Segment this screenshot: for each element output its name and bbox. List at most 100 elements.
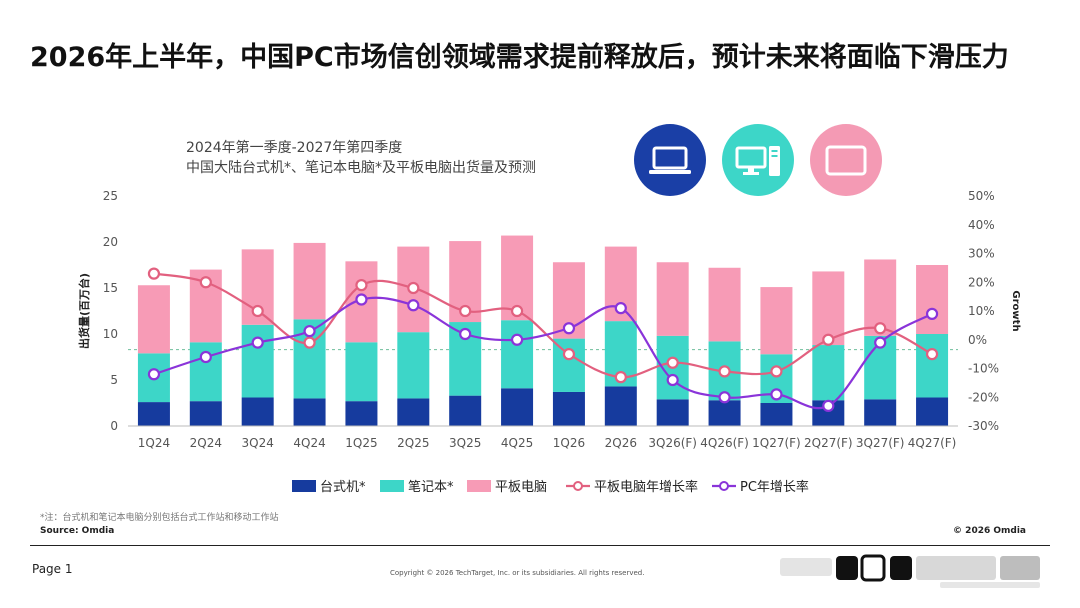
bar-segment [552, 391, 585, 426]
growth-point [666, 373, 679, 387]
footer-divider [30, 545, 1050, 546]
growth-line [153, 272, 933, 379]
bar-segment [656, 399, 689, 426]
growth-point [251, 304, 264, 318]
bar-segment [708, 400, 741, 426]
growth-point [666, 356, 679, 369]
x-tick-label: 2Q27(F) [804, 436, 853, 450]
growth-point [718, 391, 731, 404]
bar-segment [501, 320, 534, 389]
x-tick-label: 1Q26 [553, 436, 585, 450]
y2-tick-label: -10% [968, 362, 999, 376]
y-axis-label: 出货量(百万台) [77, 273, 91, 349]
bar-segment [137, 402, 170, 426]
x-tick-label: 1Q24 [138, 436, 170, 450]
bar-segment [708, 267, 741, 342]
bar-segment [812, 271, 845, 346]
footer-copyright: Copyright © 2026 TechTarget, Inc. or its… [390, 569, 645, 577]
y2-tick-label: 0% [968, 333, 987, 347]
bar-segment [760, 403, 793, 426]
legend-label: 台式机* [320, 480, 366, 495]
y2-tick-label: -30% [968, 419, 999, 433]
x-tick-label: 2Q26 [605, 436, 637, 450]
y2-tick-label: 40% [968, 218, 995, 232]
chart-title-line-1: 2024年第一季度-2027年第四季度 [186, 140, 403, 156]
growth-point [459, 304, 472, 318]
x-tick-label: 3Q25 [449, 436, 481, 450]
bar-segment [604, 386, 637, 426]
x-tick-label: 3Q24 [242, 436, 274, 450]
y2-tick-label: 10% [968, 304, 995, 318]
chart-title: 2024年第一季度-2027年第四季度 中国大陆台式机*、笔记本电脑*及平板电脑… [186, 138, 536, 178]
y-tick-label: 0 [110, 419, 118, 433]
legend-label: 平板电脑 [495, 480, 547, 495]
growth-point [614, 371, 627, 384]
x-tick-label: 2Q25 [397, 436, 429, 450]
growth-point [562, 322, 576, 335]
page-number: Page 1 [32, 562, 73, 576]
bar-segment [397, 398, 430, 426]
growth-point [147, 368, 161, 381]
tablet-icon [810, 124, 882, 196]
legend-swatch [380, 480, 404, 492]
growth-point [718, 365, 731, 378]
y2-tick-label: 30% [968, 247, 995, 261]
chart-copyright: © 2026 Omdia [953, 526, 1026, 536]
growth-point [925, 307, 939, 320]
y-tick-label: 10 [103, 327, 118, 341]
growth-point [770, 388, 783, 401]
y2-axis-label: Growth [1010, 290, 1021, 331]
y-tick-label: 15 [103, 281, 118, 295]
legend-marker [719, 481, 729, 491]
legend-swatch [292, 480, 316, 492]
footnote: *注：台式机和笔记本电脑分别包括台式工作站和移动工作站 [40, 513, 279, 523]
bar-segment [916, 334, 949, 398]
bar-segment [241, 324, 274, 398]
bar-segment [189, 401, 222, 426]
y-tick-label: 5 [110, 373, 118, 387]
growth-point [822, 399, 835, 412]
bar-segment [916, 265, 949, 334]
growth-point [510, 333, 524, 346]
desktop-icon [722, 124, 794, 196]
x-tick-label: 4Q24 [293, 436, 325, 450]
x-tick-label: 4Q26(F) [700, 436, 749, 450]
growth-point [355, 279, 368, 292]
bar-segment [501, 388, 534, 426]
growth-point [303, 325, 316, 338]
growth-point [199, 350, 212, 364]
x-tick-label: 1Q27(F) [752, 436, 801, 450]
bar-segment [293, 398, 326, 426]
growth-point [303, 336, 316, 349]
x-tick-label: 4Q25 [501, 436, 533, 450]
bar-segment [449, 395, 482, 426]
bar-segment [812, 345, 845, 401]
x-tick-label: 4Q27(F) [908, 436, 957, 450]
company-logo [780, 554, 1040, 588]
legend-swatch [467, 480, 491, 492]
growth-point [822, 333, 835, 346]
bar-segment [656, 262, 689, 336]
growth-point [510, 304, 524, 318]
bar-segment [345, 342, 378, 402]
growth-point [874, 322, 887, 335]
y-tick-label: 25 [103, 189, 118, 203]
legend-label: PC年增长率 [740, 479, 809, 495]
laptop-icon [634, 124, 706, 196]
growth-point [147, 267, 161, 280]
growth-point [459, 327, 472, 341]
growth-point [407, 299, 420, 312]
growth-point [562, 348, 576, 361]
growth-line [153, 296, 933, 410]
y2-tick-label: -20% [968, 390, 999, 404]
growth-point [199, 276, 212, 289]
bar-segment [137, 285, 170, 354]
y2-tick-label: 20% [968, 275, 995, 289]
bar-segment [293, 242, 326, 320]
growth-point [407, 281, 420, 295]
bar-segment [864, 399, 897, 426]
growth-point [874, 336, 887, 349]
bar-segment [916, 397, 949, 426]
x-tick-label: 1Q25 [345, 436, 377, 450]
